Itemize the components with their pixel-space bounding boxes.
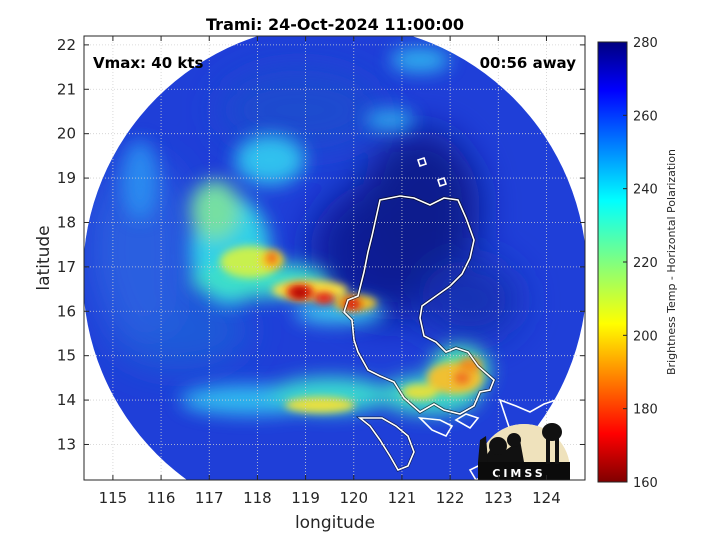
time-away-annotation: 00:56 away (480, 54, 577, 72)
y-axis: 13 14 15 16 17 18 19 20 21 22 (57, 36, 585, 453)
y-tick-label: 17 (57, 258, 76, 276)
x-tick-label: 121 (388, 489, 417, 507)
plot-frame (83, 35, 586, 481)
y-tick-label: 15 (57, 347, 76, 365)
x-tick-label: 122 (436, 489, 465, 507)
colorbar-tick-label: 220 (633, 256, 658, 271)
y-tick-label: 22 (57, 36, 76, 54)
vmax-annotation: Vmax: 40 kts (93, 54, 203, 72)
y-tick-label: 13 (57, 435, 76, 453)
x-tick-label: 123 (484, 489, 513, 507)
x-axis: 115 116 117 118 119 120 121 122 123 124 (99, 36, 561, 507)
cimss-logo (478, 423, 570, 480)
x-tick-label: 118 (243, 489, 272, 507)
colorbar-tick-label: 200 (633, 329, 658, 344)
colorbar-axis: 160 180 200 220 240 260 280 (623, 36, 658, 491)
y-tick-label: 14 (57, 391, 76, 409)
grid (84, 36, 585, 480)
colorbar-tick-label: 160 (633, 476, 658, 491)
colorbar (598, 42, 627, 482)
x-tick-label: 117 (195, 489, 224, 507)
coastline (342, 156, 561, 480)
x-tick-label: 124 (532, 489, 561, 507)
y-tick-label: 16 (57, 302, 76, 320)
y-axis-label: latitude (34, 225, 54, 290)
y-tick-label: 21 (57, 80, 76, 98)
colorbar-tick-label: 260 (633, 109, 658, 124)
x-tick-label: 116 (147, 489, 176, 507)
y-tick-label: 18 (57, 213, 76, 231)
x-axis-label: longitude (295, 513, 375, 533)
x-tick-label: 120 (339, 489, 368, 507)
chart-title: Trami: 24-Oct-2024 11:00:00 (206, 15, 464, 34)
y-tick-label: 19 (57, 169, 76, 187)
x-tick-label: 115 (99, 489, 128, 507)
colorbar-label: Brightness Temp - Horizontal Polarizatio… (665, 149, 678, 375)
colorbar-tick-label: 240 (633, 183, 658, 198)
x-tick-label: 119 (291, 489, 320, 507)
colorbar-tick-label: 180 (633, 403, 658, 418)
brightness-field (84, 36, 585, 480)
colorbar-tick-label: 280 (633, 36, 658, 51)
y-tick-label: 20 (57, 125, 76, 143)
logo-text: CIMSS (492, 467, 545, 480)
